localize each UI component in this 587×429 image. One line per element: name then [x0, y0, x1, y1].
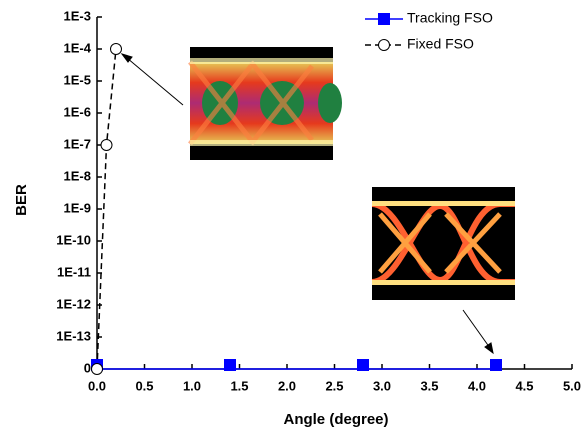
y-tick-label: 1E-6: [64, 104, 91, 119]
eye-diagram-tracking: [372, 187, 515, 300]
y-tick-label: 1E-13: [56, 328, 91, 343]
marker: [111, 44, 122, 55]
x-tick-label: 5.0: [563, 378, 581, 393]
y-tick-label: 1E-11: [57, 264, 91, 279]
marker: [378, 13, 390, 25]
y-tick-label: 0: [84, 360, 91, 375]
x-tick-label: 0.5: [135, 378, 153, 393]
x-tick-label: 1.5: [230, 378, 248, 393]
marker: [101, 140, 112, 151]
legend-label: Tracking FSO: [407, 10, 493, 26]
chart: Angle (degree) BER 0 1E-13 1E-12 1E-11 1E-10…: [0, 0, 587, 429]
x-tick-label: 3.5: [420, 378, 438, 393]
y-tick-label: 1E-9: [64, 200, 91, 215]
y-tick-label: 1E-12: [56, 296, 91, 311]
x-tick-label: 2.0: [278, 378, 296, 393]
marker: [490, 359, 502, 371]
y-tick-label: 1E-7: [64, 136, 91, 151]
marker: [379, 40, 390, 51]
x-tick-label: 1.0: [183, 378, 201, 393]
x-tick-label: 0.0: [88, 378, 106, 393]
y-tick-label: 1E-5: [64, 72, 91, 87]
x-tick-label: 4.5: [515, 378, 533, 393]
y-tick-label: 1E-4: [64, 40, 92, 55]
y-tick-label: 1E-10: [56, 232, 91, 247]
y-axis-label: BER: [13, 184, 30, 216]
x-tick-label: 2.5: [325, 378, 343, 393]
series: [92, 44, 122, 375]
marker: [224, 359, 236, 371]
x-tick-label: 4.0: [468, 378, 486, 393]
series: [91, 359, 502, 371]
y-tick-label: 1E-3: [64, 8, 91, 23]
marker: [357, 359, 369, 371]
y-tick-label: 1E-8: [64, 168, 91, 183]
marker: [92, 364, 103, 375]
x-tick-label: 3.0: [373, 378, 391, 393]
x-axis-label: Angle (degree): [283, 411, 388, 428]
legend-label: Fixed FSO: [407, 36, 474, 52]
eye-diagram-fixed: [190, 47, 342, 160]
